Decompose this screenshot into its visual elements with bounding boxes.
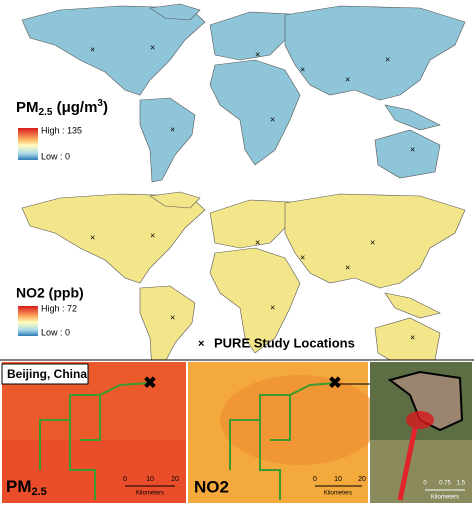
scale-tick: 10 [334,476,342,483]
svg-text:×: × [90,232,95,242]
no2-panel-label: NO2 [194,477,229,496]
svg-text:×: × [255,237,260,247]
no2-legend-title: NO2 (ppb) [16,285,84,301]
svg-text:×: × [170,124,175,134]
pm25-colorbar [18,128,38,160]
no2-map: × × × × × × × × × [21,191,466,371]
study-marker-key: × [198,338,204,350]
beijing-title: Beijing, China [7,367,87,381]
svg-text:×: × [255,49,260,59]
svg-text:×: × [150,230,155,240]
svg-text:×: × [345,262,350,272]
svg-text:×: × [385,54,390,64]
no2-colorbar [18,306,38,336]
study-locations-label: PURE Study Locations [214,335,355,350]
svg-text:×: × [410,332,415,342]
scale-unit: Kilometers [431,495,459,501]
pm25-legend-title: PM2.5 (μg/m3) [16,98,108,118]
scale-tick: 20 [171,476,179,483]
svg-text:×: × [270,302,275,312]
scale-tick: 0 [313,476,317,483]
svg-text:×: × [300,64,305,74]
scale-tick: 0 [423,481,427,487]
pm25-map: × × × × × × × × × [21,3,466,183]
svg-text:✖: ✖ [143,375,156,392]
scale-tick: 0 [123,476,127,483]
beijing-satellite-panel: 0 0.75 1.5 Kilometers [338,362,472,503]
no2-low: Low : 0 [41,327,70,337]
study-markers: × × × × × × × × × [90,42,415,154]
scale-unit: Kilometers [136,491,164,497]
scale-unit: Kilometers [324,491,352,497]
svg-text:×: × [270,114,275,124]
pm25-low: Low : 0 [41,151,70,161]
study-markers: × × × × × × × × × [90,230,415,342]
scale-tick: 1.5 [457,481,466,487]
svg-text:×: × [170,312,175,322]
pm25-high: High : 135 [41,125,82,135]
svg-text:×: × [300,252,305,262]
svg-text:×: × [370,237,375,247]
no2-high: High : 72 [41,303,77,313]
beijing-no2-panel: ✖ NO2 0 10 20 Kilometers [188,362,380,503]
svg-text:×: × [90,44,95,54]
scale-tick: 10 [146,476,154,483]
svg-text:✖: ✖ [328,375,341,392]
svg-text:×: × [410,144,415,154]
svg-text:×: × [150,42,155,52]
pm25-panel-label: PM2.5 [6,477,47,497]
beijing-title-box [1,363,89,385]
beijing-pm25-panel: ✖ PM2.5 0 10 20 Kilometers [2,362,186,503]
scale-tick: 20 [358,476,366,483]
svg-text:×: × [345,74,350,84]
scale-tick: 0.75 [439,481,451,487]
